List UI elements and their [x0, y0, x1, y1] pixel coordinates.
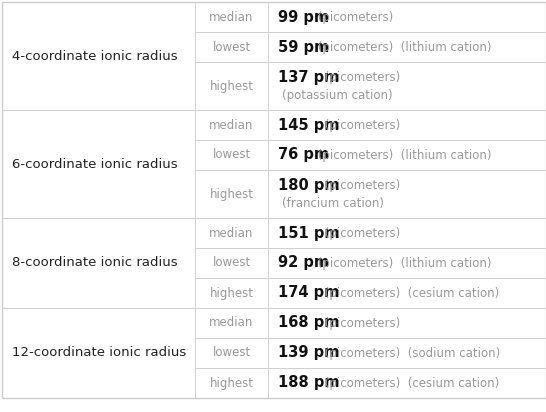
Text: 8-coordinate ionic radius: 8-coordinate ionic radius	[12, 257, 177, 269]
Bar	[268, 338, 546, 368]
Text: (picometers)  (lithium cation): (picometers) (lithium cation)	[314, 148, 491, 162]
Bar	[195, 2, 268, 32]
Text: highest: highest	[210, 80, 253, 93]
Bar	[195, 62, 268, 110]
Text: median: median	[209, 10, 254, 23]
Bar	[195, 170, 268, 218]
Text: (potassium cation): (potassium cation)	[282, 89, 393, 102]
Text: highest: highest	[210, 377, 253, 389]
Text: 6-coordinate ionic radius: 6-coordinate ionic radius	[12, 157, 177, 171]
Bar	[268, 218, 546, 248]
Text: (picometers): (picometers)	[321, 179, 400, 192]
Bar	[195, 32, 268, 62]
Text: median: median	[209, 316, 254, 330]
Text: 174 pm: 174 pm	[278, 286, 340, 300]
Bar	[268, 278, 546, 308]
Bar	[195, 368, 268, 398]
Text: (picometers)  (sodium cation): (picometers) (sodium cation)	[321, 346, 501, 360]
Text: (picometers)  (lithium cation): (picometers) (lithium cation)	[314, 257, 491, 269]
Text: median: median	[209, 119, 254, 131]
Bar	[268, 308, 546, 338]
Text: 188 pm: 188 pm	[278, 375, 340, 391]
Bar	[268, 140, 546, 170]
Text: (picometers): (picometers)	[314, 10, 393, 23]
Text: (picometers)  (lithium cation): (picometers) (lithium cation)	[314, 40, 491, 54]
Text: 76 pm: 76 pm	[278, 147, 329, 162]
Text: lowest: lowest	[212, 148, 251, 162]
Bar	[268, 248, 546, 278]
Text: (picometers)  (cesium cation): (picometers) (cesium cation)	[321, 286, 500, 300]
Text: 12-coordinate ionic radius: 12-coordinate ionic radius	[12, 346, 186, 360]
Text: (picometers): (picometers)	[321, 227, 400, 239]
Text: lowest: lowest	[212, 346, 251, 360]
Bar	[195, 140, 268, 170]
Text: median: median	[209, 227, 254, 239]
Bar	[268, 62, 546, 110]
Text: (picometers)  (cesium cation): (picometers) (cesium cation)	[321, 377, 500, 389]
Text: 151 pm: 151 pm	[278, 225, 340, 241]
Text: 59 pm: 59 pm	[278, 40, 329, 54]
Text: (picometers): (picometers)	[321, 71, 400, 84]
Bar	[268, 170, 546, 218]
Bar	[2, 110, 195, 218]
Text: 145 pm: 145 pm	[278, 117, 340, 133]
Text: highest: highest	[210, 286, 253, 300]
Bar	[2, 308, 195, 398]
Bar	[268, 32, 546, 62]
Text: 137 pm: 137 pm	[278, 70, 340, 85]
Text: (picometers): (picometers)	[321, 119, 400, 131]
Text: 4-coordinate ionic radius: 4-coordinate ionic radius	[12, 49, 177, 63]
Bar	[195, 110, 268, 140]
Bar	[195, 338, 268, 368]
Text: 92 pm: 92 pm	[278, 255, 329, 271]
Text: lowest: lowest	[212, 40, 251, 54]
Text: 139 pm: 139 pm	[278, 346, 340, 360]
Bar	[268, 2, 546, 32]
Bar	[195, 248, 268, 278]
Bar	[268, 110, 546, 140]
Bar	[2, 218, 195, 308]
Text: 99 pm: 99 pm	[278, 9, 329, 24]
Text: (picometers): (picometers)	[321, 316, 400, 330]
Text: highest: highest	[210, 187, 253, 201]
Bar	[195, 308, 268, 338]
Bar	[195, 218, 268, 248]
Text: 180 pm: 180 pm	[278, 178, 340, 193]
Bar	[195, 278, 268, 308]
Text: 168 pm: 168 pm	[278, 316, 340, 330]
Text: (francium cation): (francium cation)	[282, 197, 384, 210]
Text: lowest: lowest	[212, 257, 251, 269]
Bar	[268, 368, 546, 398]
Bar	[2, 2, 195, 110]
